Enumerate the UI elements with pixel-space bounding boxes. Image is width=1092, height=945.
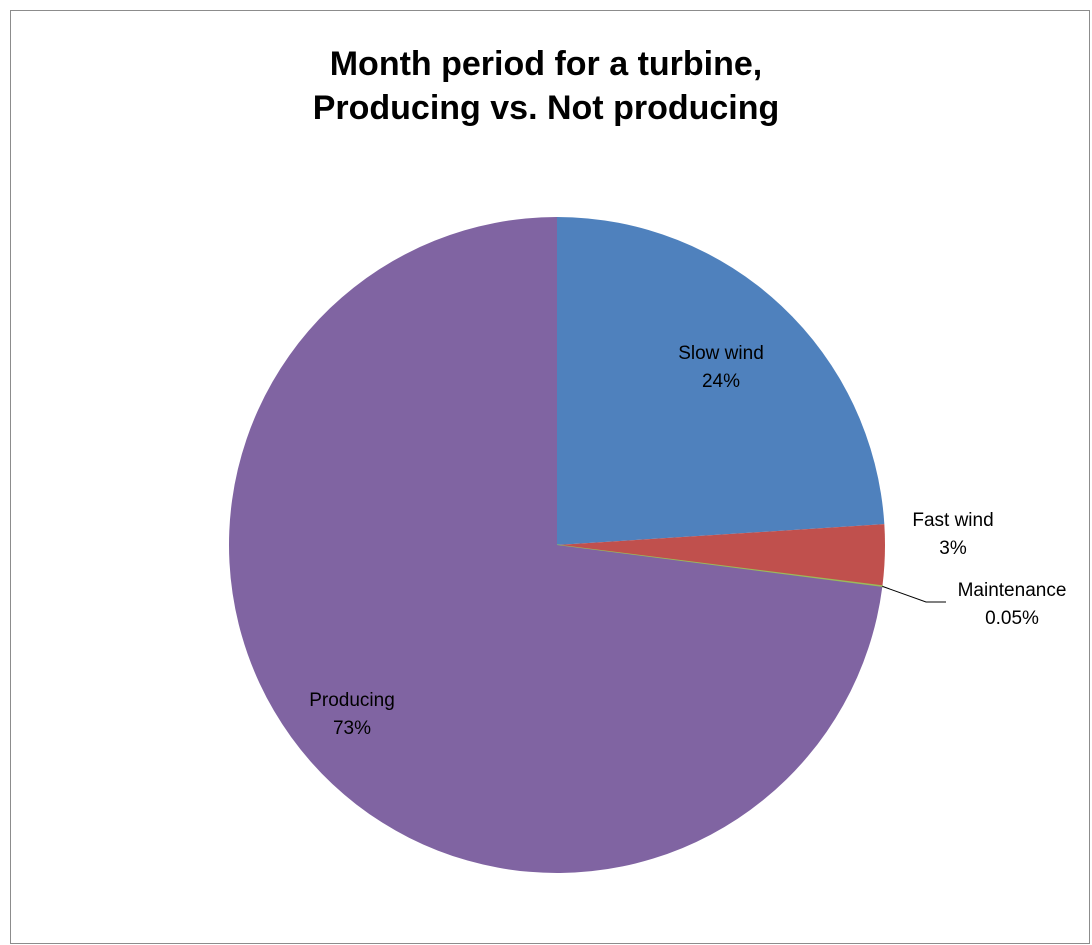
slice-value-fast-wind: 3% bbox=[939, 538, 967, 559]
pie-slice-fast-wind bbox=[557, 524, 885, 586]
pie-slice-producing bbox=[228, 217, 883, 873]
chart-title-line-1: Month period for a turbine, bbox=[329, 45, 763, 83]
slice-value-producing: 73% bbox=[333, 718, 371, 739]
pie-slice-maintenance bbox=[556, 544, 884, 588]
pie-slice-slow-wind bbox=[557, 217, 885, 545]
slice-label-maintenance: Maintenance bbox=[958, 580, 1067, 601]
slice-label-slow-wind: Slow wind bbox=[678, 343, 764, 364]
slice-value-slow-wind: 24% bbox=[702, 371, 740, 392]
leader-line-maintenance bbox=[882, 585, 946, 603]
slice-label-fast-wind: Fast wind bbox=[912, 510, 993, 531]
slice-value-maintenance: 0.05% bbox=[985, 608, 1039, 629]
slice-label-producing: Producing bbox=[309, 690, 395, 711]
chart-title-line-2: Producing vs. Not producing bbox=[312, 89, 780, 127]
chart-title: Month period for a turbine, Producing vs… bbox=[0, 42, 1092, 130]
